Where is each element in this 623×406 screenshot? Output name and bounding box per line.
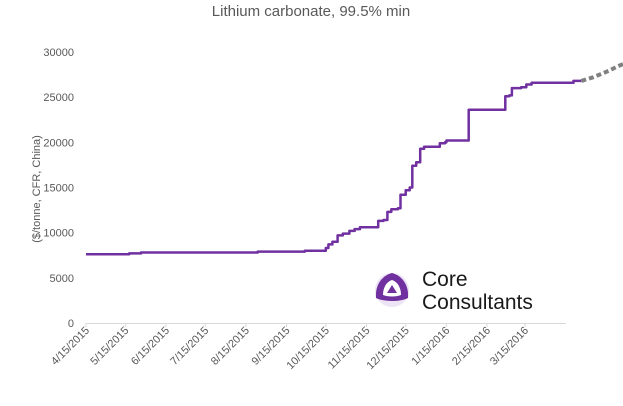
x-tick-label: 6/15/2015 (129, 325, 172, 368)
y-tick-label: 5000 (50, 273, 74, 285)
x-tick-label: 8/15/2015 (209, 325, 252, 368)
logo-text-core: Core (422, 268, 468, 291)
x-axis-tick-labels: 4/15/20155/15/20156/15/20157/15/20158/15… (49, 323, 531, 372)
x-tick-label: 10/15/2015 (285, 325, 332, 372)
core-consultants-logo: Core Consultants (367, 262, 567, 320)
chart-title: Lithium carbonate, 99.5% min (212, 3, 410, 20)
x-tick-label: 2/15/2016 (450, 325, 493, 368)
x-tick-label: 1/15/2016 (409, 325, 452, 368)
x-tick-label: 7/15/2015 (168, 325, 211, 368)
y-tick-label: 15000 (43, 183, 74, 195)
y-tick-label: 25000 (43, 92, 74, 104)
y-tick-label: 20000 (43, 137, 74, 149)
core-consultants-emblem-icon (375, 273, 409, 307)
x-tick-label: 4/15/2015 (49, 325, 92, 368)
price-series-group (86, 61, 623, 256)
forecast-series-line (580, 61, 623, 83)
y-axis-title: ($/tonne, CFR, China) (31, 135, 43, 243)
y-tick-label: 30000 (43, 47, 74, 59)
x-tick-label: 5/15/2015 (88, 325, 131, 368)
x-tick-label: 12/15/2015 (364, 325, 411, 372)
x-tick-label: 3/15/2016 (488, 325, 531, 368)
logo-text-consultants: Consultants (422, 291, 533, 314)
y-tick-label: 0 (68, 318, 74, 330)
y-tick-label: 10000 (43, 228, 74, 240)
price-series-line (86, 79, 582, 256)
y-axis-tick-labels: 0 5000 10000 15000 20000 25000 30000 (43, 47, 74, 330)
